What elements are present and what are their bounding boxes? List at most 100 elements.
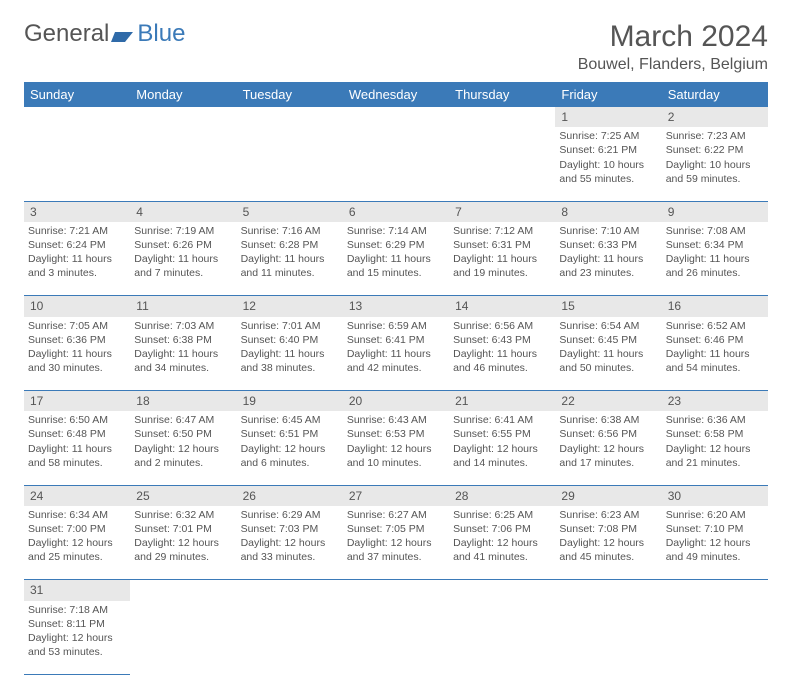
calendar-cell: Sunrise: 6:25 AMSunset: 7:06 PMDaylight:… [449, 506, 555, 580]
weekday-header: Friday [555, 82, 661, 107]
daylight-line: Daylight: 11 hours and 7 minutes. [134, 252, 232, 280]
daylight-line: Daylight: 12 hours and 41 minutes. [453, 536, 551, 564]
weekday-header: Wednesday [343, 82, 449, 107]
day-number [343, 580, 449, 601]
sunrise-line: Sunrise: 7:25 AM [559, 129, 657, 143]
weekday-header: Saturday [662, 82, 768, 107]
day-number [237, 107, 343, 127]
daylight-line: Daylight: 11 hours and 23 minutes. [559, 252, 657, 280]
sunset-line: Sunset: 6:38 PM [134, 333, 232, 347]
day-number: 28 [449, 485, 555, 506]
calendar-cell: Sunrise: 7:12 AMSunset: 6:31 PMDaylight:… [449, 222, 555, 296]
sunrise-line: Sunrise: 6:25 AM [453, 508, 551, 522]
weekday-header: Tuesday [237, 82, 343, 107]
day-number: 19 [237, 391, 343, 412]
sunset-line: Sunset: 6:56 PM [559, 427, 657, 441]
sunset-line: Sunset: 6:41 PM [347, 333, 445, 347]
flag-icon [111, 25, 133, 43]
day-number [24, 107, 130, 127]
sunrise-line: Sunrise: 6:36 AM [666, 413, 764, 427]
sunrise-line: Sunrise: 6:41 AM [453, 413, 551, 427]
sunset-line: Sunset: 6:26 PM [134, 238, 232, 252]
sunset-line: Sunset: 6:40 PM [241, 333, 339, 347]
day-number: 31 [24, 580, 130, 601]
daylight-line: Daylight: 11 hours and 54 minutes. [666, 347, 764, 375]
daylight-line: Daylight: 12 hours and 21 minutes. [666, 442, 764, 470]
calendar-table: SundayMondayTuesdayWednesdayThursdayFrid… [24, 82, 768, 675]
sunrise-line: Sunrise: 7:03 AM [134, 319, 232, 333]
calendar-cell: Sunrise: 7:03 AMSunset: 6:38 PMDaylight:… [130, 317, 236, 391]
sunset-line: Sunset: 7:03 PM [241, 522, 339, 536]
day-number [662, 580, 768, 601]
sunset-line: Sunset: 6:29 PM [347, 238, 445, 252]
day-number: 11 [130, 296, 236, 317]
calendar-week-row: Sunrise: 6:34 AMSunset: 7:00 PM Daylight:… [24, 506, 768, 580]
sunset-line: Sunset: 6:31 PM [453, 238, 551, 252]
sunrise-line: Sunrise: 7:23 AM [666, 129, 764, 143]
daylight-line: Daylight: 12 hours and 14 minutes. [453, 442, 551, 470]
sunrise-line: Sunrise: 7:21 AM [28, 224, 126, 238]
calendar-cell: Sunrise: 7:16 AMSunset: 6:28 PMDaylight:… [237, 222, 343, 296]
day-number [343, 107, 449, 127]
sunset-line: Sunset: 7:00 PM [28, 522, 126, 536]
calendar-cell: Sunrise: 6:34 AMSunset: 7:00 PMDaylight:… [24, 506, 130, 580]
calendar-week-row: Sunrise: 7:05 AMSunset: 6:36 PMDaylight:… [24, 317, 768, 391]
sunrise-line: Sunrise: 6:27 AM [347, 508, 445, 522]
day-number: 8 [555, 201, 661, 222]
calendar-week-row: Sunrise: 6:50 AMSunset: 6:48 PMDaylight:… [24, 411, 768, 485]
day-number [130, 107, 236, 127]
day-number: 2 [662, 107, 768, 127]
calendar-week-row: Sunrise: 7:21 AMSunset: 6:24 PMDaylight:… [24, 222, 768, 296]
sunrise-line: Sunrise: 6:43 AM [347, 413, 445, 427]
calendar-cell: Sunrise: 6:20 AMSunset: 7:10 PMDaylight:… [662, 506, 768, 580]
daylight-line: Daylight: 11 hours and 11 minutes. [241, 252, 339, 280]
logo-text-b: Blue [137, 20, 185, 48]
day-number [449, 107, 555, 127]
sunrise-line: Sunrise: 7:19 AM [134, 224, 232, 238]
daylight-line: Daylight: 12 hours and 29 minutes. [134, 536, 232, 564]
sunrise-line: Sunrise: 6:34 AM [28, 508, 126, 522]
calendar-cell: Sunrise: 6:36 AMSunset: 6:58 PMDaylight:… [662, 411, 768, 485]
daylight-line: Daylight: 12 hours and 49 minutes. [666, 536, 764, 564]
sunset-line: Sunset: 6:21 PM [559, 143, 657, 157]
sunset-line: Sunset: 6:58 PM [666, 427, 764, 441]
sunset-line: Sunset: 6:53 PM [347, 427, 445, 441]
sunset-line: Sunset: 6:46 PM [666, 333, 764, 347]
day-number: 13 [343, 296, 449, 317]
sunset-line: Sunset: 7:10 PM [666, 522, 764, 536]
calendar-cell: Sunrise: 6:38 AMSunset: 6:56 PMDaylight:… [555, 411, 661, 485]
calendar-cell: Sunrise: 7:19 AMSunset: 6:26 PMDaylight:… [130, 222, 236, 296]
calendar-cell [343, 127, 449, 201]
day-number: 10 [24, 296, 130, 317]
daylight-line: Daylight: 12 hours and 10 minutes. [347, 442, 445, 470]
day-number: 24 [24, 485, 130, 506]
logo: General Blue [24, 20, 185, 48]
calendar-cell: Sunrise: 6:54 AMSunset: 6:45 PMDaylight:… [555, 317, 661, 391]
day-number: 1 [555, 107, 661, 127]
day-number [130, 580, 236, 601]
sunrise-line: Sunrise: 7:10 AM [559, 224, 657, 238]
sunrise-line: Sunrise: 6:52 AM [666, 319, 764, 333]
sunset-line: Sunset: 7:01 PM [134, 522, 232, 536]
calendar-cell: Sunrise: 6:29 AMSunset: 7:03 PMDaylight:… [237, 506, 343, 580]
day-number: 6 [343, 201, 449, 222]
day-number-row: 31 [24, 580, 768, 601]
daylight-line: Daylight: 11 hours and 34 minutes. [134, 347, 232, 375]
calendar-cell: Sunrise: 7:08 AMSunset: 6:34 PMDaylight:… [662, 222, 768, 296]
day-number: 16 [662, 296, 768, 317]
sunset-line: Sunset: 6:48 PM [28, 427, 126, 441]
day-number-row: 10111213141516 [24, 296, 768, 317]
sunset-line: Sunset: 6:43 PM [453, 333, 551, 347]
weekday-header-row: SundayMondayTuesdayWednesdayThursdayFrid… [24, 82, 768, 107]
day-number [449, 580, 555, 601]
sunrise-line: Sunrise: 7:12 AM [453, 224, 551, 238]
calendar-cell: Sunrise: 6:41 AMSunset: 6:55 PMDaylight:… [449, 411, 555, 485]
sunrise-line: Sunrise: 7:16 AM [241, 224, 339, 238]
sunset-line: Sunset: 7:06 PM [453, 522, 551, 536]
day-number: 14 [449, 296, 555, 317]
day-number: 29 [555, 485, 661, 506]
sunrise-line: Sunrise: 6:54 AM [559, 319, 657, 333]
calendar-cell: Sunrise: 7:10 AMSunset: 6:33 PMDaylight:… [555, 222, 661, 296]
calendar-cell: Sunrise: 6:59 AMSunset: 6:41 PMDaylight:… [343, 317, 449, 391]
calendar-cell [237, 127, 343, 201]
